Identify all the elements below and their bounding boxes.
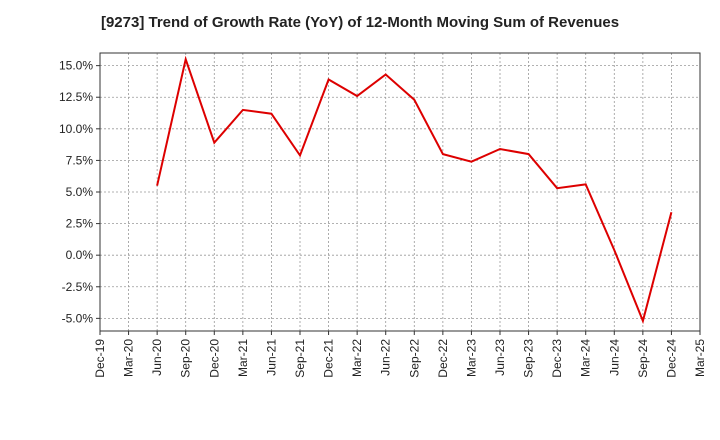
x-tick-label: Jun-23	[493, 339, 507, 376]
x-tick-label: Sep-23	[522, 339, 536, 378]
x-tick-label: Jun-22	[379, 339, 393, 376]
y-tick-label: 0.0%	[66, 248, 94, 262]
y-tick-label: 2.5%	[66, 217, 94, 231]
x-tick-label: Sep-22	[407, 339, 421, 378]
x-tick-label: Jun-20	[150, 339, 164, 376]
chart-title: [9273] Trend of Growth Rate (YoY) of 12-…	[100, 14, 620, 31]
y-tick-label: 5.0%	[66, 185, 94, 199]
x-tick-label: Mar-21	[236, 339, 250, 377]
y-tick-label: 15.0%	[59, 59, 93, 73]
x-tick-label: Dec-23	[550, 339, 564, 378]
y-tick-label: 7.5%	[66, 153, 94, 167]
y-tick-label: -5.0%	[62, 311, 94, 325]
axes: 15.0% 12.5% 10.0% 7.5% 5.0% 2.5% 0.0% -2.5% -5.0…	[59, 52, 707, 378]
x-tick-label: Jun-24	[607, 339, 621, 376]
x-tick-label: Mar-20	[122, 339, 136, 377]
x-tick-label: Dec-19	[93, 339, 107, 378]
x-tick-label: Mar-24	[579, 339, 593, 377]
x-tick-label: Sep-21	[293, 339, 307, 378]
y-tick-label: 12.5%	[59, 90, 93, 104]
x-tick-label: Mar-25	[693, 339, 707, 377]
y-tick-label: -2.5%	[62, 280, 94, 294]
x-tick-label: Jun-21	[264, 339, 278, 376]
x-tick-label: Dec-21	[322, 339, 336, 378]
plot-border	[99, 52, 701, 332]
series-line	[156, 55, 673, 325]
x-tick-label: Mar-22	[350, 339, 364, 377]
series-layer	[156, 55, 673, 325]
x-tick-label: Dec-22	[436, 339, 450, 378]
grid	[99, 53, 701, 331]
x-tick-label: Sep-24	[636, 339, 650, 378]
y-tick-label: 10.0%	[59, 122, 93, 136]
x-tick-label: Dec-20	[207, 339, 221, 378]
x-tick-label: Sep-20	[179, 339, 193, 378]
x-tick-label: Dec-24	[664, 339, 678, 378]
x-tick-label: Mar-23	[464, 339, 478, 377]
